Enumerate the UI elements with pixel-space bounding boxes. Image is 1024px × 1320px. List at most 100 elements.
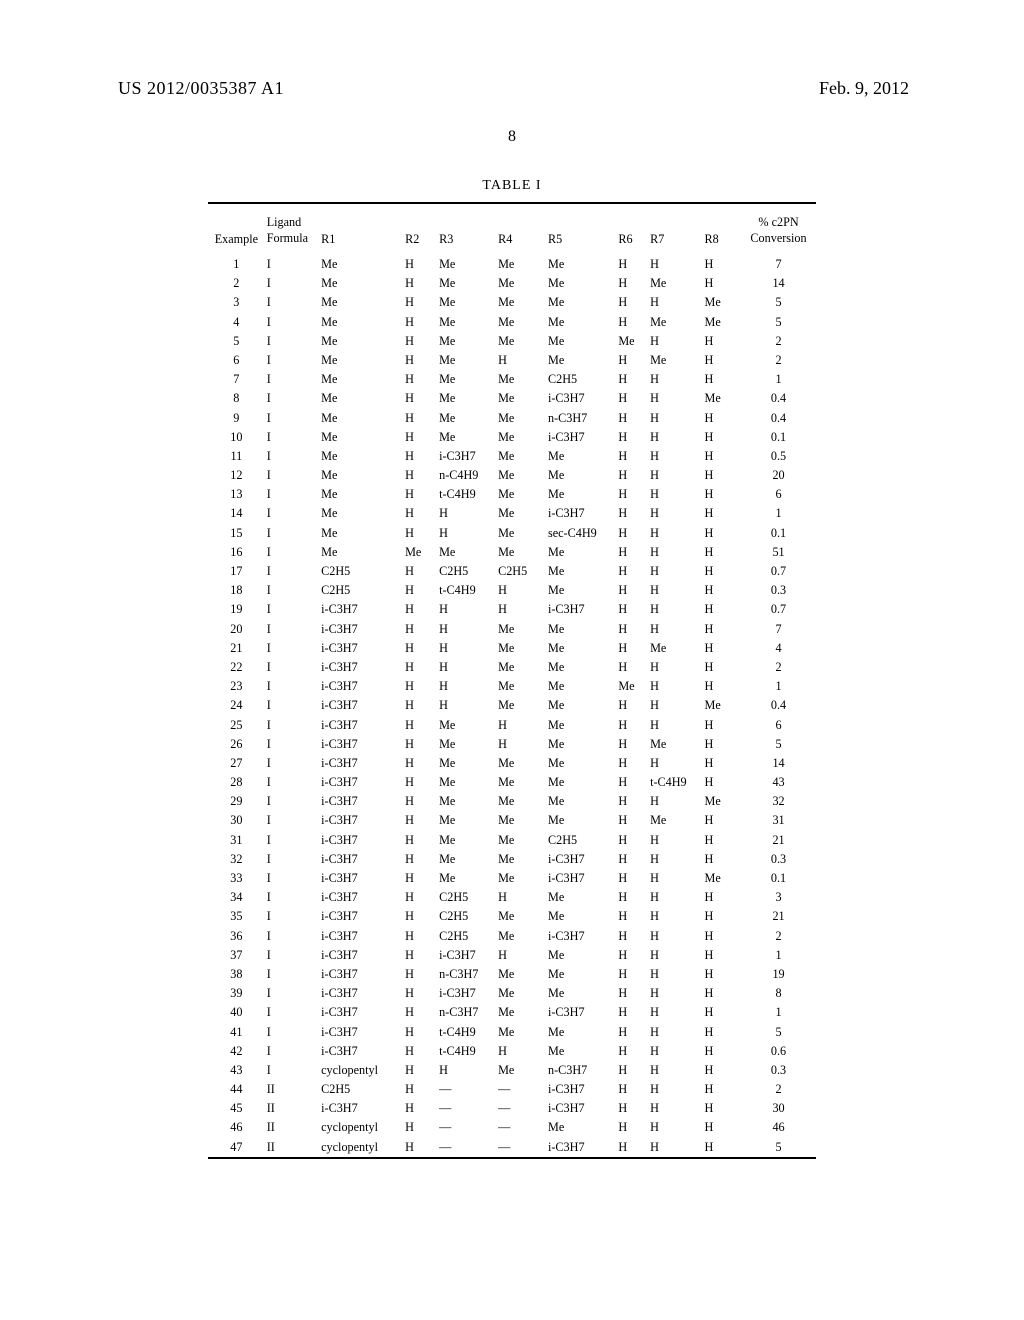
table-cell: —: [437, 1099, 496, 1118]
table-cell: H: [616, 888, 648, 907]
table-cell: Me: [437, 811, 496, 830]
table-cell: n-C3H7: [546, 408, 616, 427]
table-cell: cyclopentyl: [319, 1061, 403, 1080]
table-cell: H: [616, 313, 648, 332]
table-cell: H: [616, 1061, 648, 1080]
table-cell: H: [437, 696, 496, 715]
table-cell: H: [616, 466, 648, 485]
table-cell: Me: [319, 447, 403, 466]
table-cell: H: [616, 1138, 648, 1157]
table-cell: H: [616, 965, 648, 984]
table-cell: H: [403, 811, 437, 830]
table-cell: Me: [319, 485, 403, 504]
table-cell: Me: [496, 792, 546, 811]
table-cell: 16: [208, 543, 265, 562]
table-cell: C2H5: [437, 907, 496, 926]
table-cell: Me: [546, 562, 616, 581]
table-row: 4IMeHMeMeMeHMeMe5: [208, 313, 816, 332]
table-cell: Me: [496, 504, 546, 523]
table-row: 19Ii-C3H7HHHi-C3H7HHH0.7: [208, 600, 816, 619]
table-cell: i-C3H7: [546, 504, 616, 523]
table-cell: 28: [208, 773, 265, 792]
page-header: US 2012/0035387 A1 Feb. 9, 2012: [0, 78, 1024, 99]
table-row: 35Ii-C3H7HC2H5MeMeHHH21: [208, 907, 816, 926]
table-cell: Me: [546, 1118, 616, 1137]
table-cell: I: [265, 389, 319, 408]
table-cell: I: [265, 332, 319, 351]
table-cell: I: [265, 696, 319, 715]
table-cell: Me: [546, 543, 616, 562]
table-cell: i-C3H7: [319, 1022, 403, 1041]
table-cell: H: [648, 524, 702, 543]
table-cell: I: [265, 274, 319, 293]
table-cell: H: [703, 1061, 742, 1080]
table-cell: C2H5: [437, 927, 496, 946]
table-row: 33Ii-C3H7HMeMei-C3H7HHMe0.1: [208, 869, 816, 888]
table-row: 9IMeHMeMen-C3H7HHH0.4: [208, 408, 816, 427]
column-header-r4: R4: [496, 204, 546, 255]
table-cell: 43: [741, 773, 816, 792]
table-cell: H: [648, 370, 702, 389]
table-cell: 51: [741, 543, 816, 562]
table-cell: H: [496, 1042, 546, 1061]
table-cell: H: [616, 408, 648, 427]
table-cell: Me: [319, 466, 403, 485]
table-cell: 46: [208, 1118, 265, 1137]
table-row: 25Ii-C3H7HMeHMeHHH6: [208, 715, 816, 734]
table-cell: Me: [546, 332, 616, 351]
table-cell: H: [403, 600, 437, 619]
table-row: 10IMeHMeMei-C3H7HHH0.1: [208, 428, 816, 447]
table-cell: Me: [648, 313, 702, 332]
table-cell: H: [403, 504, 437, 523]
table-cell: H: [616, 715, 648, 734]
table-cell: H: [616, 1118, 648, 1137]
table-cell: Me: [546, 735, 616, 754]
table-cell: H: [703, 1138, 742, 1157]
table-cell: 2: [741, 332, 816, 351]
table-cell: I: [265, 1042, 319, 1061]
table-cell: Me: [437, 850, 496, 869]
table-cell: Me: [546, 1022, 616, 1041]
table-row: 3IMeHMeMeMeHHMe5: [208, 293, 816, 312]
table-cell: H: [403, 869, 437, 888]
table-cell: H: [616, 735, 648, 754]
table-cell: H: [648, 984, 702, 1003]
table-head: ExampleLigandFormulaR1R2R3R4R5R6R7R8% c2…: [208, 204, 816, 255]
table-cell: 44: [208, 1080, 265, 1099]
table-cell: 5: [741, 313, 816, 332]
table-cell: H: [403, 850, 437, 869]
table-cell: —: [496, 1138, 546, 1157]
table-cell: H: [403, 1003, 437, 1022]
table-cell: Me: [496, 831, 546, 850]
table-cell: 21: [741, 831, 816, 850]
table-cell: H: [648, 543, 702, 562]
table-cell: Me: [546, 639, 616, 658]
table-cell: H: [403, 313, 437, 332]
table-cell: H: [616, 984, 648, 1003]
table-cell: Me: [546, 773, 616, 792]
table-cell: H: [616, 428, 648, 447]
table-cell: Me: [319, 370, 403, 389]
table-row: 15IMeHHMesec-C4H9HHH0.1: [208, 524, 816, 543]
table-cell: H: [403, 466, 437, 485]
table-cell: I: [265, 485, 319, 504]
table-cell: Me: [319, 389, 403, 408]
table-cell: H: [648, 485, 702, 504]
table-row: 21Ii-C3H7HHMeMeHMeH4: [208, 639, 816, 658]
column-header-r8: R8: [703, 204, 742, 255]
table-cell: i-C3H7: [437, 946, 496, 965]
table-row: 37Ii-C3H7Hi-C3H7HMeHHH1: [208, 946, 816, 965]
table-cell: 3: [208, 293, 265, 312]
table-cell: H: [648, 332, 702, 351]
table-cell: C2H5: [437, 562, 496, 581]
table-cell: II: [265, 1118, 319, 1137]
table-row: 13IMeHt-C4H9MeMeHHH6: [208, 485, 816, 504]
table-cell: Me: [546, 1042, 616, 1061]
table-cell: H: [437, 1061, 496, 1080]
table-cell: Me: [496, 274, 546, 293]
table-row: 5IMeHMeMeMeMeHH2: [208, 332, 816, 351]
table-cell: I: [265, 543, 319, 562]
table-cell: n-C3H7: [437, 965, 496, 984]
table-cell: H: [648, 389, 702, 408]
table-cell: 26: [208, 735, 265, 754]
